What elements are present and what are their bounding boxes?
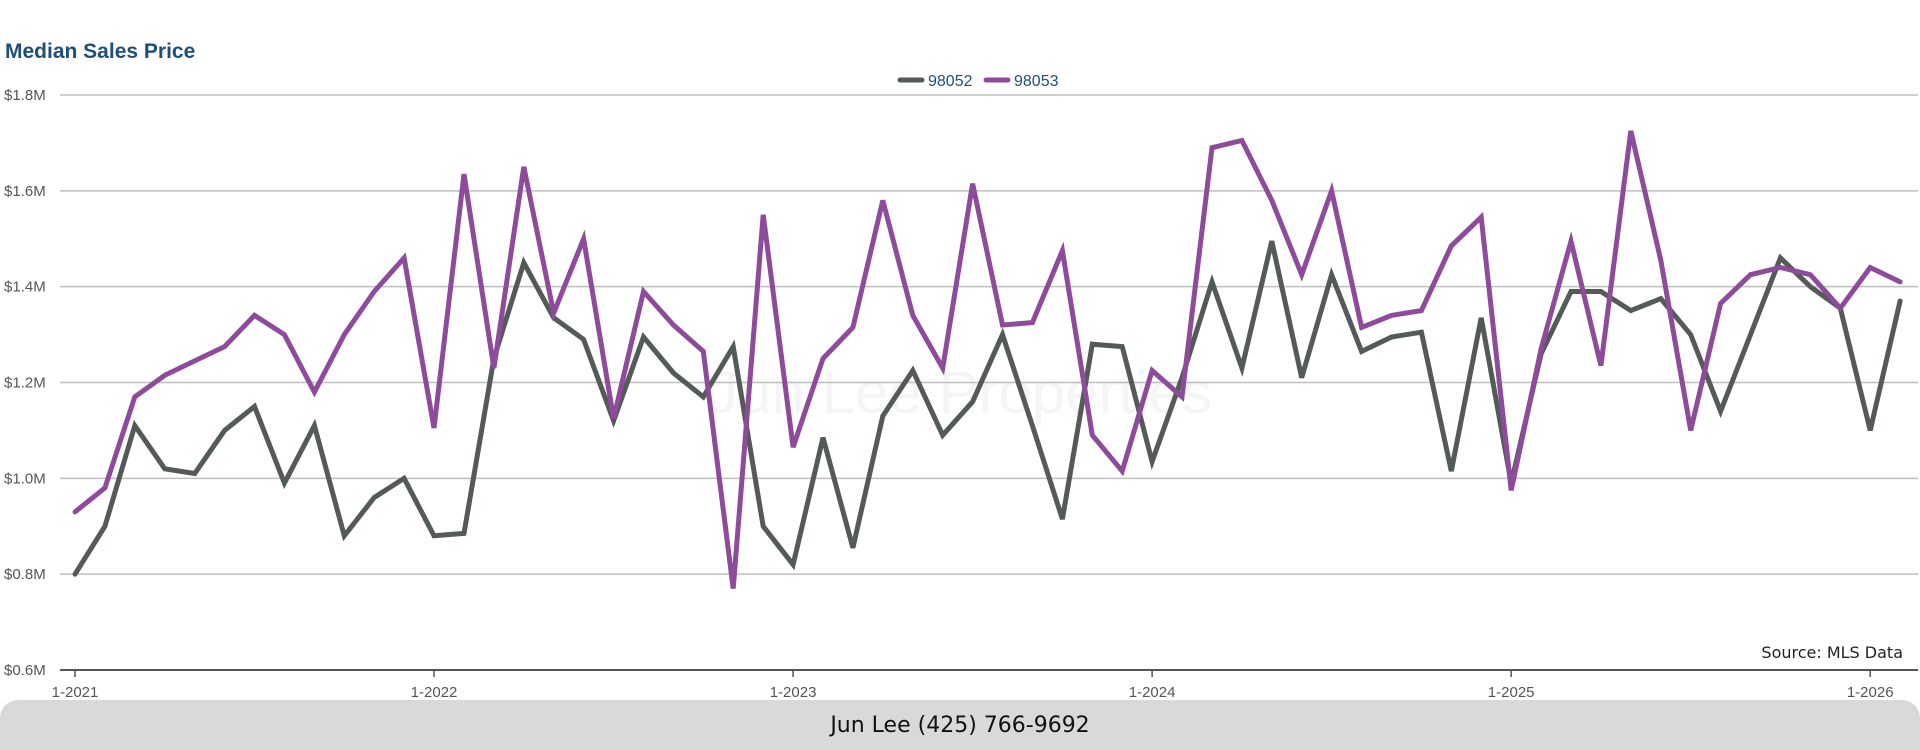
x-axis-ticks: 1-2021 1-2022 1-2023 1-2024 1-2025 1-2026 — [52, 670, 1894, 700]
legend-label: 98052 — [928, 73, 973, 90]
x-tick-label: 1-2021 — [52, 684, 99, 700]
y-tick-label: $1.8M — [4, 87, 46, 104]
y-axis-ticks: $0.6M $0.8M $1.0M $1.2M $1.4M $1.6M $1.8M — [4, 87, 46, 679]
x-tick-label: 1-2024 — [1129, 684, 1176, 700]
x-tick-label: 1-2026 — [1847, 684, 1894, 700]
chart-title: Median Sales Price — [5, 40, 196, 63]
footer-bar: Jun Lee (425) 766-9692 — [0, 700, 1920, 750]
y-tick-label: $1.2M — [4, 375, 46, 392]
y-tick-label: $1.4M — [4, 279, 46, 296]
footer-contact: Jun Lee (425) 766-9692 — [830, 712, 1090, 738]
y-tick-label: $1.0M — [4, 470, 46, 487]
y-tick-label: $0.6M — [4, 662, 46, 679]
source-note: Source: MLS Data — [1761, 643, 1903, 662]
grid-lines — [60, 94, 1918, 575]
legend-label: 98053 — [1014, 73, 1059, 90]
x-tick-label: 1-2025 — [1488, 684, 1535, 700]
x-tick-label: 1-2023 — [770, 684, 817, 700]
y-tick-label: $1.6M — [4, 183, 46, 200]
series-line-98052 — [72, 240, 1903, 577]
x-tick-label: 1-2022 — [411, 684, 458, 700]
series-line-98053 — [72, 130, 1903, 589]
chart-svg: Jun Lee Properties $0.6M$0.8M$1.0M$1.2M$… — [4, 73, 1918, 700]
y-tick-label: $0.8M — [4, 566, 46, 583]
series-group — [72, 130, 1903, 589]
legend: 98052 98053 — [897, 73, 1059, 90]
